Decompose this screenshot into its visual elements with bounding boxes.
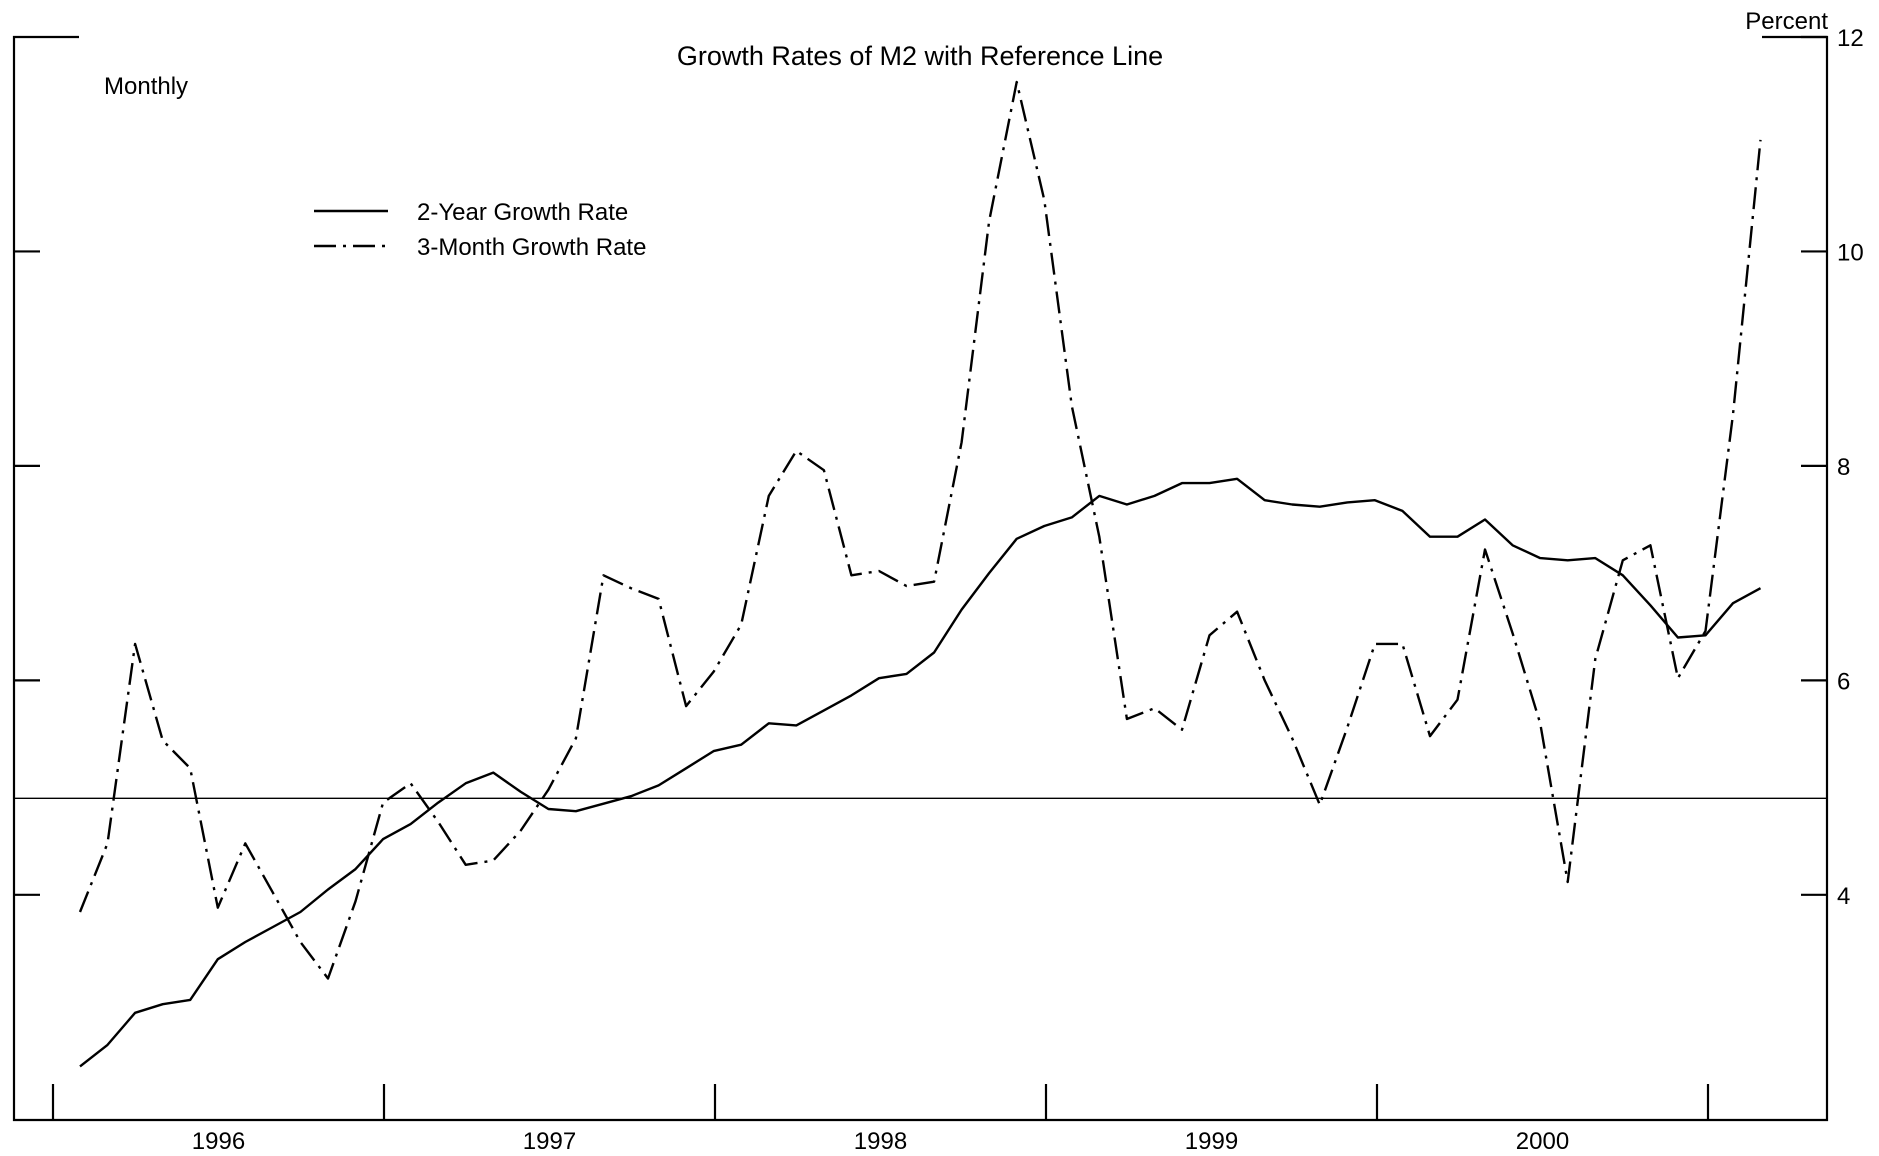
y-tick-label: 10 [1837, 239, 1864, 266]
plot-border [12, 35, 1829, 1122]
plot-frame [12, 35, 1829, 1122]
legend-label-3-month: 3-Month Growth Rate [417, 234, 646, 261]
y-tick-label: 6 [1837, 668, 1850, 695]
series-line-2-year-growth-rate [79, 477, 1762, 1068]
x-tick-label: 1997 [523, 1128, 576, 1155]
axis-ticks: 4 6 8 10 12 1996 1997 1998 1999 2000 [14, 25, 1864, 1155]
x-tick-label: 2000 [1516, 1128, 1569, 1155]
chart-subtitle: Monthly [104, 73, 188, 100]
chart-title: Growth Rates of M2 with Reference Line [677, 41, 1163, 71]
series-line-3-month-growth-rate [78, 80, 1762, 980]
y-tick-label: 4 [1837, 883, 1850, 910]
x-tick-label: 1996 [192, 1128, 245, 1155]
x-tick-label: 1998 [854, 1128, 907, 1155]
y-tick-label: 8 [1837, 454, 1850, 481]
legend: 2-Year Growth Rate 3-Month Growth Rate [314, 199, 646, 261]
y-axis-unit-label: Percent [1745, 8, 1828, 35]
series-group [78, 80, 1762, 1068]
legend-label-2-year: 2-Year Growth Rate [417, 199, 628, 226]
y-tick-label: 12 [1837, 25, 1864, 52]
x-tick-label: 1999 [1185, 1128, 1238, 1155]
